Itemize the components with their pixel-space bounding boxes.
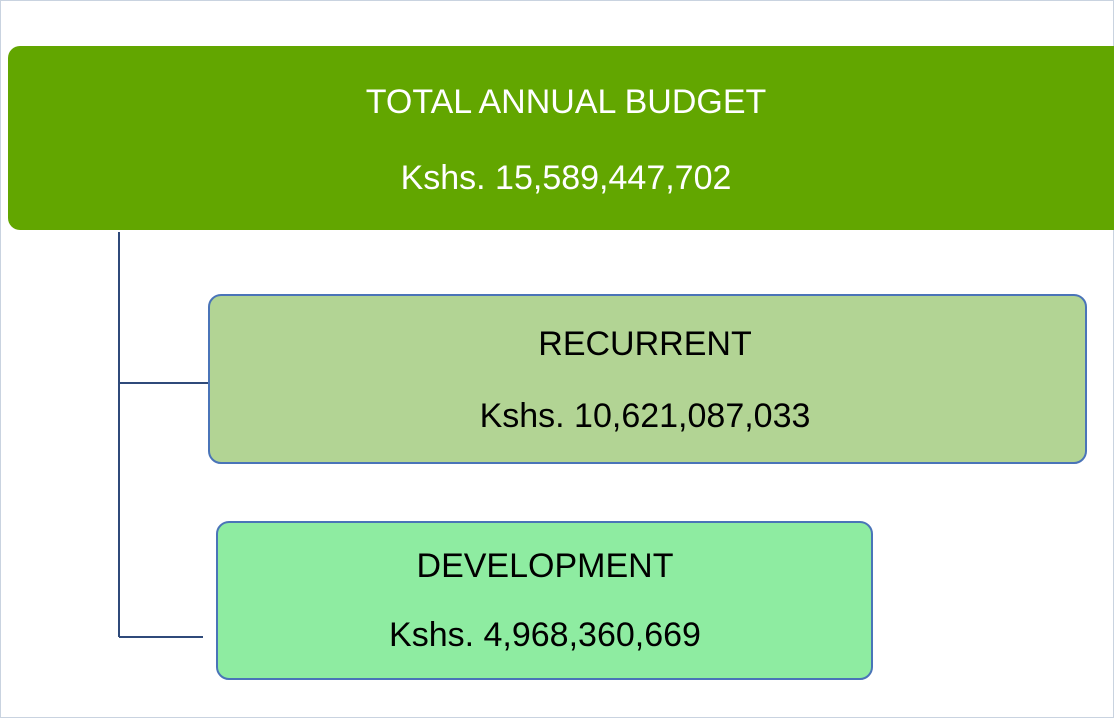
node-box xyxy=(216,521,873,680)
node-label: DEVELOPMENT xyxy=(417,547,674,585)
node-box xyxy=(8,46,1114,230)
node-box xyxy=(208,294,1087,464)
development-node: DEVELOPMENT Kshs. 4,968,360,669 xyxy=(216,521,873,680)
recurrent-node: RECURRENT Kshs. 10,621,087,033 xyxy=(208,294,1087,464)
node-amount: Kshs. 15,589,447,702 xyxy=(401,159,732,197)
total-node: TOTAL ANNUAL BUDGET Kshs. 15,589,447,702 xyxy=(8,46,1114,230)
node-amount: Kshs. 4,968,360,669 xyxy=(389,616,701,654)
node-label: RECURRENT xyxy=(538,325,751,363)
node-amount: Kshs. 10,621,087,033 xyxy=(480,397,811,435)
connector xyxy=(118,232,209,638)
node-label: TOTAL ANNUAL BUDGET xyxy=(366,83,767,121)
